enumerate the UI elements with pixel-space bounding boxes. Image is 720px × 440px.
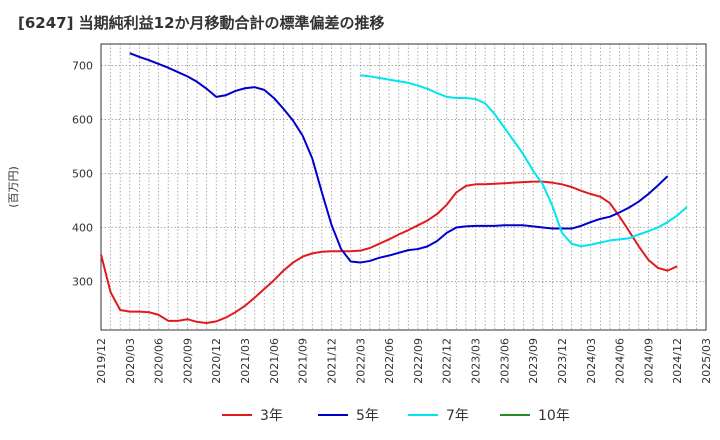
y-tick-label: 700 [72, 60, 93, 73]
legend: 3年 5年 7年 10年 [222, 408, 570, 424]
x-tick-label: 2020/03 [124, 338, 137, 384]
x-tick-label: 2022/03 [354, 338, 367, 384]
x-tick-label: 2022/09 [412, 338, 425, 384]
x-tick-label: 2024/06 [614, 338, 627, 384]
y-tick-label: 600 [72, 114, 93, 127]
x-tick-label: 2021/06 [268, 338, 281, 384]
axes: 300 400 500 600 700 (百万円) 2019/12 2020/03 2020/0… [7, 43, 713, 384]
x-tick-label: 2022/06 [383, 338, 396, 384]
series-line-5年 [129, 52, 669, 264]
grid [100, 44, 707, 330]
x-tick-label: 2022/12 [441, 338, 454, 384]
x-tick-label: 2021/03 [239, 338, 252, 384]
series-line-3年 [100, 180, 678, 324]
x-tick-label: 2025/03 [700, 338, 713, 384]
x-tick-label: 2023/09 [527, 338, 540, 384]
legend-label: 10年 [538, 408, 570, 424]
series-line-7年 [360, 74, 688, 248]
x-tick-label: 2020/06 [153, 338, 166, 384]
y-axis-label: (百万円) [7, 166, 20, 208]
legend-label: 5年 [356, 408, 379, 424]
x-tick-label: 2021/09 [297, 338, 310, 384]
x-tick-label: 2020/09 [181, 338, 194, 384]
series-lines [100, 52, 688, 324]
x-tick-label: 2023/03 [470, 338, 483, 384]
x-tick-label: 2019/12 [95, 338, 108, 384]
y-tick-label: 300 [72, 275, 93, 288]
x-tick-label: 2021/12 [325, 338, 338, 384]
chart-title: [6247] 当期純利益12か月移動合計の標準偏差の推移 [18, 14, 385, 32]
x-tick-label: 2024/03 [585, 338, 598, 384]
legend-label: 3年 [260, 408, 283, 424]
x-tick-label: 2023/12 [556, 338, 569, 384]
legend-label: 7年 [446, 408, 469, 424]
x-tick-label: 2023/06 [498, 338, 511, 384]
y-tick-label: 400 [72, 221, 93, 234]
plot-area-frame [100, 43, 707, 331]
x-tick-label: 2024/09 [642, 338, 655, 384]
x-tick-label: 2024/12 [671, 338, 684, 384]
x-tick-label: 2020/12 [210, 338, 223, 384]
y-tick-label: 500 [72, 168, 93, 181]
